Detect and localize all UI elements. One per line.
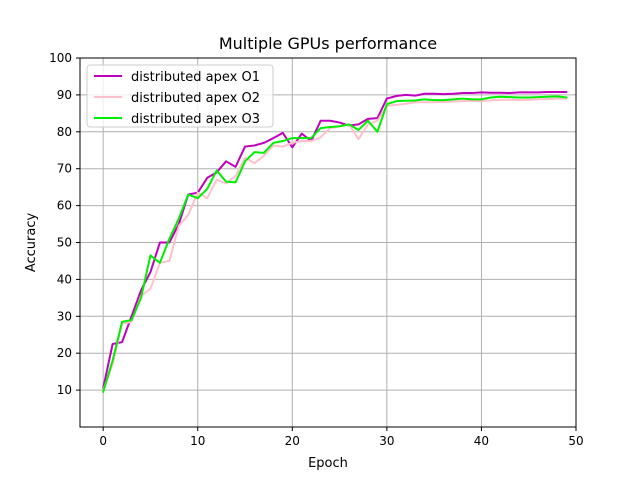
legend-label: distributed apex O2 xyxy=(131,91,260,106)
x-tick-label: 0 xyxy=(99,434,107,448)
y-tick-label: 30 xyxy=(57,309,72,323)
x-tick-label: 20 xyxy=(285,434,300,448)
y-tick-label: 50 xyxy=(57,236,72,250)
y-tick-label: 40 xyxy=(57,272,72,286)
legend: distributed apex O1 distributed apex O2 di… xyxy=(86,64,274,128)
series-line-1 xyxy=(102,90,568,390)
y-tick-label: 60 xyxy=(57,199,72,213)
y-tick-label: 10 xyxy=(57,383,72,397)
legend-label: distributed apex O1 xyxy=(131,70,260,85)
x-tick-label: 30 xyxy=(379,434,394,448)
y-tick-label: 20 xyxy=(57,346,72,360)
x-tick-label: 40 xyxy=(474,434,489,448)
x-tick-label: 10 xyxy=(190,434,205,448)
legend-box xyxy=(86,64,274,128)
grid xyxy=(80,57,577,427)
x-axis-label: Epoch xyxy=(308,456,348,471)
y-tick-label: 100 xyxy=(49,51,72,65)
axis-ticks: 0 10 20 30 40 50 10 20 30 40 50 60 70 80 90 100 xyxy=(49,51,584,448)
series-lines xyxy=(102,90,568,393)
y-tick-label: 90 xyxy=(57,88,72,102)
x-tick-label: 50 xyxy=(568,434,583,448)
legend-label: distributed apex O3 xyxy=(131,112,260,127)
series-line-3 xyxy=(102,95,568,393)
y-tick-label: 80 xyxy=(57,125,72,139)
chart-title: Multiple GPUs performance xyxy=(219,34,437,53)
y-axis-label: Accuracy xyxy=(24,213,39,273)
y-tick-label: 70 xyxy=(57,162,72,176)
